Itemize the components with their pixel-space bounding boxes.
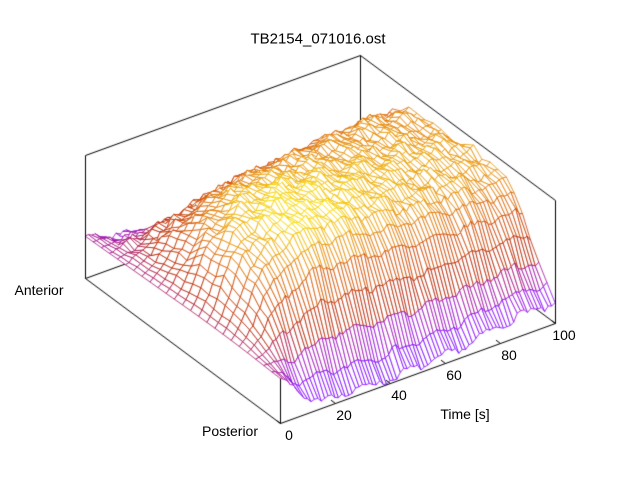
y-axis-far-label: Anterior [14, 282, 64, 298]
y-axis-near-label: Posterior [201, 423, 259, 439]
x-tick-label: 20 [336, 407, 352, 423]
x-tick-label: 100 [552, 327, 576, 343]
x-axis-label: Time [s] [440, 406, 490, 422]
x-tick-label: 80 [501, 347, 517, 363]
x-tick-label: 0 [285, 427, 293, 443]
plot-title: TB2154_071016.ost [250, 30, 386, 48]
x-tick-label: 40 [391, 387, 407, 403]
x-tick-label: 60 [446, 367, 462, 383]
